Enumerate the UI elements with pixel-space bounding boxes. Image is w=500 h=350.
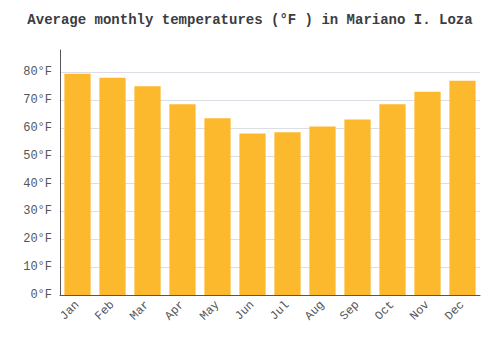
svg-text:Jun: Jun <box>232 298 257 323</box>
svg-text:Apr: Apr <box>162 298 187 323</box>
svg-text:40°F: 40°F <box>23 177 52 191</box>
svg-text:50°F: 50°F <box>23 149 52 163</box>
svg-text:Sep: Sep <box>337 298 362 323</box>
svg-text:Feb: Feb <box>92 298 117 323</box>
svg-text:80°F: 80°F <box>23 65 52 79</box>
svg-text:70°F: 70°F <box>23 93 52 107</box>
svg-text:Average monthly temperatures (: Average monthly temperatures (°F ) in Ma… <box>27 12 473 28</box>
svg-text:Mar: Mar <box>127 298 152 323</box>
svg-text:60°F: 60°F <box>23 121 52 135</box>
svg-text:Nov: Nov <box>407 298 432 323</box>
svg-text:30°F: 30°F <box>23 204 52 218</box>
svg-text:Oct: Oct <box>372 298 397 323</box>
svg-text:May: May <box>197 298 222 323</box>
svg-text:Dec: Dec <box>442 298 467 323</box>
svg-text:Aug: Aug <box>302 298 327 323</box>
svg-text:0°F: 0°F <box>30 288 52 302</box>
svg-text:20°F: 20°F <box>23 232 52 246</box>
svg-text:10°F: 10°F <box>23 260 52 274</box>
svg-text:Jan: Jan <box>57 298 82 323</box>
svg-text:Jul: Jul <box>267 298 292 323</box>
